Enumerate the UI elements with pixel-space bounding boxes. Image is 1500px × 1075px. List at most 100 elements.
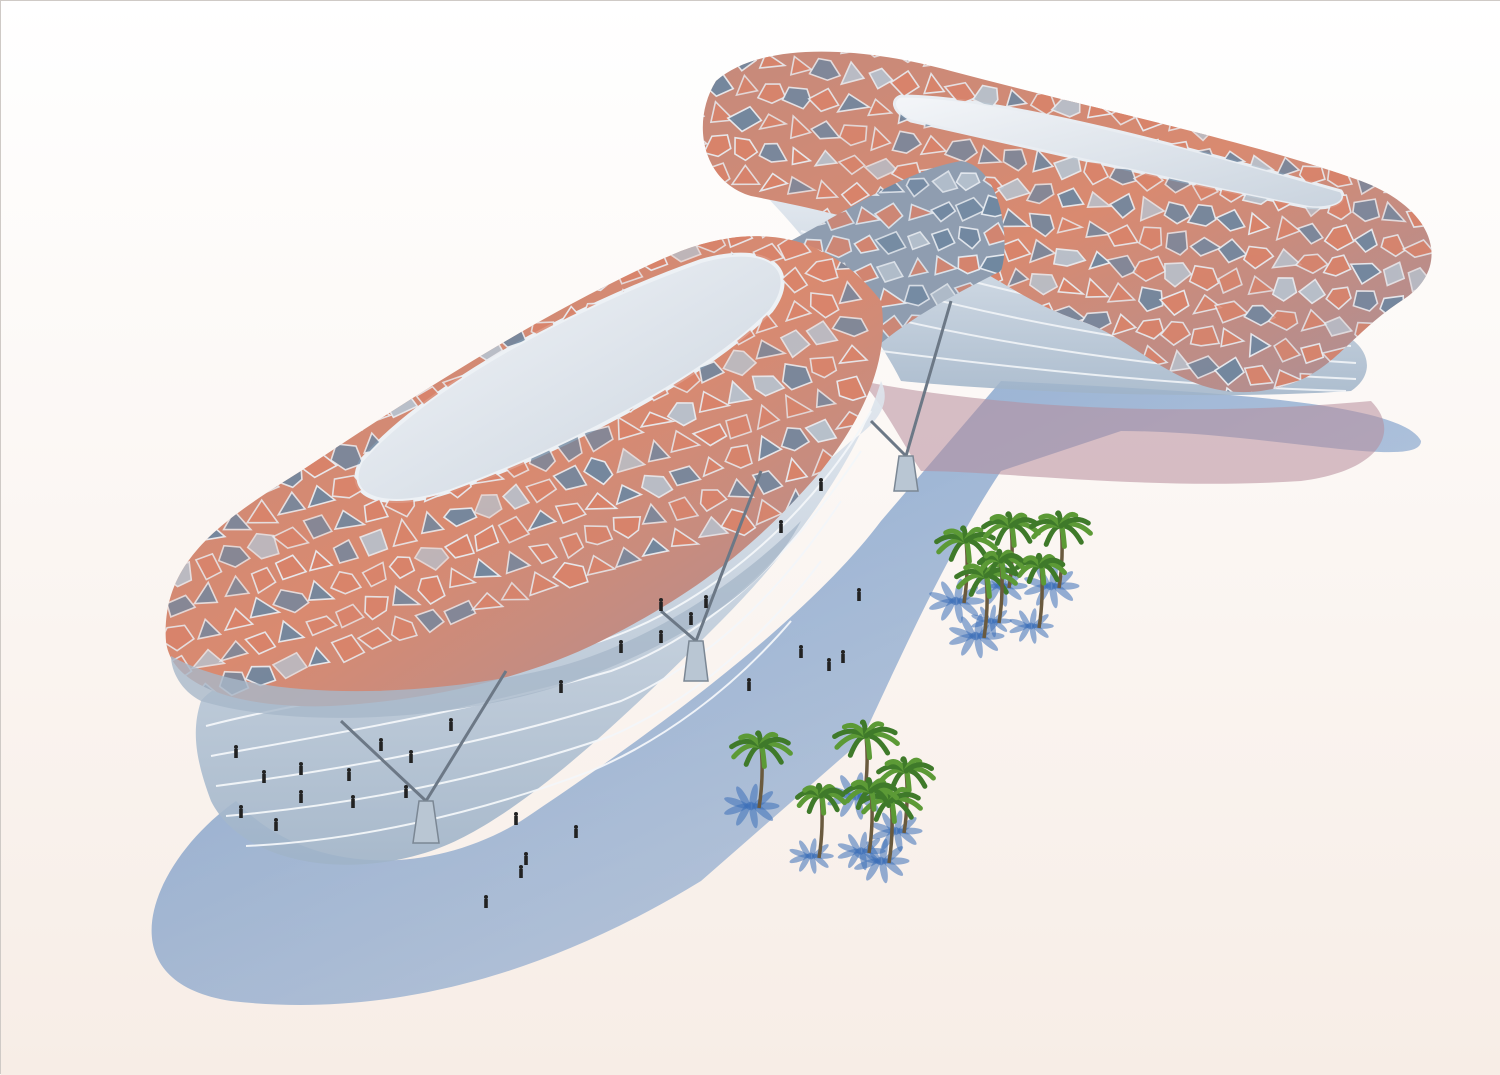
building-shadow [151, 381, 1422, 1005]
person-figure [841, 650, 845, 663]
facade-panel [758, 434, 783, 462]
facade-panel [726, 105, 763, 133]
facade-panel [473, 493, 503, 519]
facade-panel [874, 230, 907, 255]
facade-panel [647, 438, 672, 463]
person-figure [351, 795, 355, 808]
facade-panel [1381, 200, 1407, 223]
facade-panel [586, 554, 617, 577]
palm-shadow [1009, 608, 1054, 644]
palm-tree [934, 525, 998, 604]
facade-panel [271, 651, 309, 680]
facade-panel [359, 528, 389, 557]
facade-panel [1005, 88, 1029, 108]
facade-panel [392, 584, 422, 606]
palm-tree [843, 777, 899, 854]
person-figure [262, 770, 266, 783]
person-figure [857, 588, 861, 601]
facade-panel [1214, 208, 1246, 232]
facade-panel [724, 444, 753, 469]
facade-panel [870, 126, 892, 152]
facade-panel [784, 299, 813, 323]
facade-panel [470, 591, 505, 611]
facade-panel [617, 415, 646, 441]
facade-panel [332, 538, 360, 564]
facade-panel [1088, 250, 1112, 271]
facade-panel [1243, 364, 1275, 386]
facade-panel [413, 546, 450, 571]
facade-panel [308, 549, 334, 572]
facade-panel [1105, 254, 1138, 279]
facade-panel [529, 570, 560, 597]
facade-panel [727, 379, 753, 405]
facade-panel [734, 136, 759, 162]
facade-panel [272, 589, 310, 614]
palm-tree [1029, 510, 1093, 589]
facade-panel [1247, 211, 1271, 236]
facade-panel [724, 236, 754, 249]
facade-panel [666, 402, 697, 427]
facade-panel [837, 154, 866, 176]
facade-panel [505, 550, 532, 575]
facade-panel [1297, 278, 1327, 305]
facade-panel [1028, 212, 1055, 238]
facade-panel [1159, 320, 1192, 347]
facade-panel [670, 527, 701, 548]
facade-panel [955, 172, 981, 192]
facade-panel [449, 567, 478, 589]
facade-panel [756, 403, 781, 431]
facade-panel [584, 491, 619, 510]
facade-panel [815, 179, 840, 200]
facade-panel [977, 144, 1003, 165]
facade-panel [1025, 183, 1055, 205]
facade-panel [838, 280, 863, 305]
facade-panel [1401, 239, 1432, 259]
facade-panel [931, 170, 959, 193]
facade-panel [1002, 148, 1028, 172]
facade-panel [334, 603, 365, 629]
person-figure [619, 640, 623, 653]
facade-panel [875, 260, 904, 283]
facade-panel [1029, 273, 1059, 296]
facade-panel [670, 429, 702, 454]
person-figure [347, 768, 351, 781]
facade-panel [1164, 262, 1193, 288]
person-figure [799, 645, 803, 658]
palm-tree [729, 730, 793, 809]
facade-panel [271, 526, 310, 549]
facade-panel [873, 202, 904, 230]
facade-panel [274, 554, 308, 581]
facade-panel [807, 87, 840, 113]
facade-panel [996, 177, 1031, 202]
facade-panel [1188, 264, 1220, 292]
facade-panel [691, 423, 728, 447]
facade-panel [722, 349, 758, 377]
facade-panel [863, 157, 899, 180]
facade-panel [1000, 207, 1031, 228]
facade-panel [473, 557, 502, 578]
facade-panel [420, 510, 446, 535]
facade-panel [364, 595, 389, 621]
person-figure [819, 478, 823, 491]
facade-panel [217, 544, 252, 568]
facade-panel [250, 566, 277, 595]
facade-panel [361, 561, 387, 588]
facade-panel [249, 596, 282, 619]
facade-panel [954, 196, 987, 222]
facade-panel [276, 490, 307, 516]
facade-panel [839, 60, 866, 86]
people-group [234, 478, 861, 908]
facade-panel [307, 579, 336, 601]
person-figure [779, 520, 783, 533]
facade-panel [190, 648, 227, 670]
facade-panel [330, 443, 365, 471]
person-figure [524, 852, 528, 865]
person-figure [404, 785, 408, 798]
facade-panel [1271, 247, 1303, 269]
facade-panel [1134, 318, 1165, 340]
facade-panel [1189, 236, 1223, 257]
palm-trees [729, 510, 1093, 864]
person-figure [299, 762, 303, 775]
facade-panel [1299, 342, 1325, 365]
